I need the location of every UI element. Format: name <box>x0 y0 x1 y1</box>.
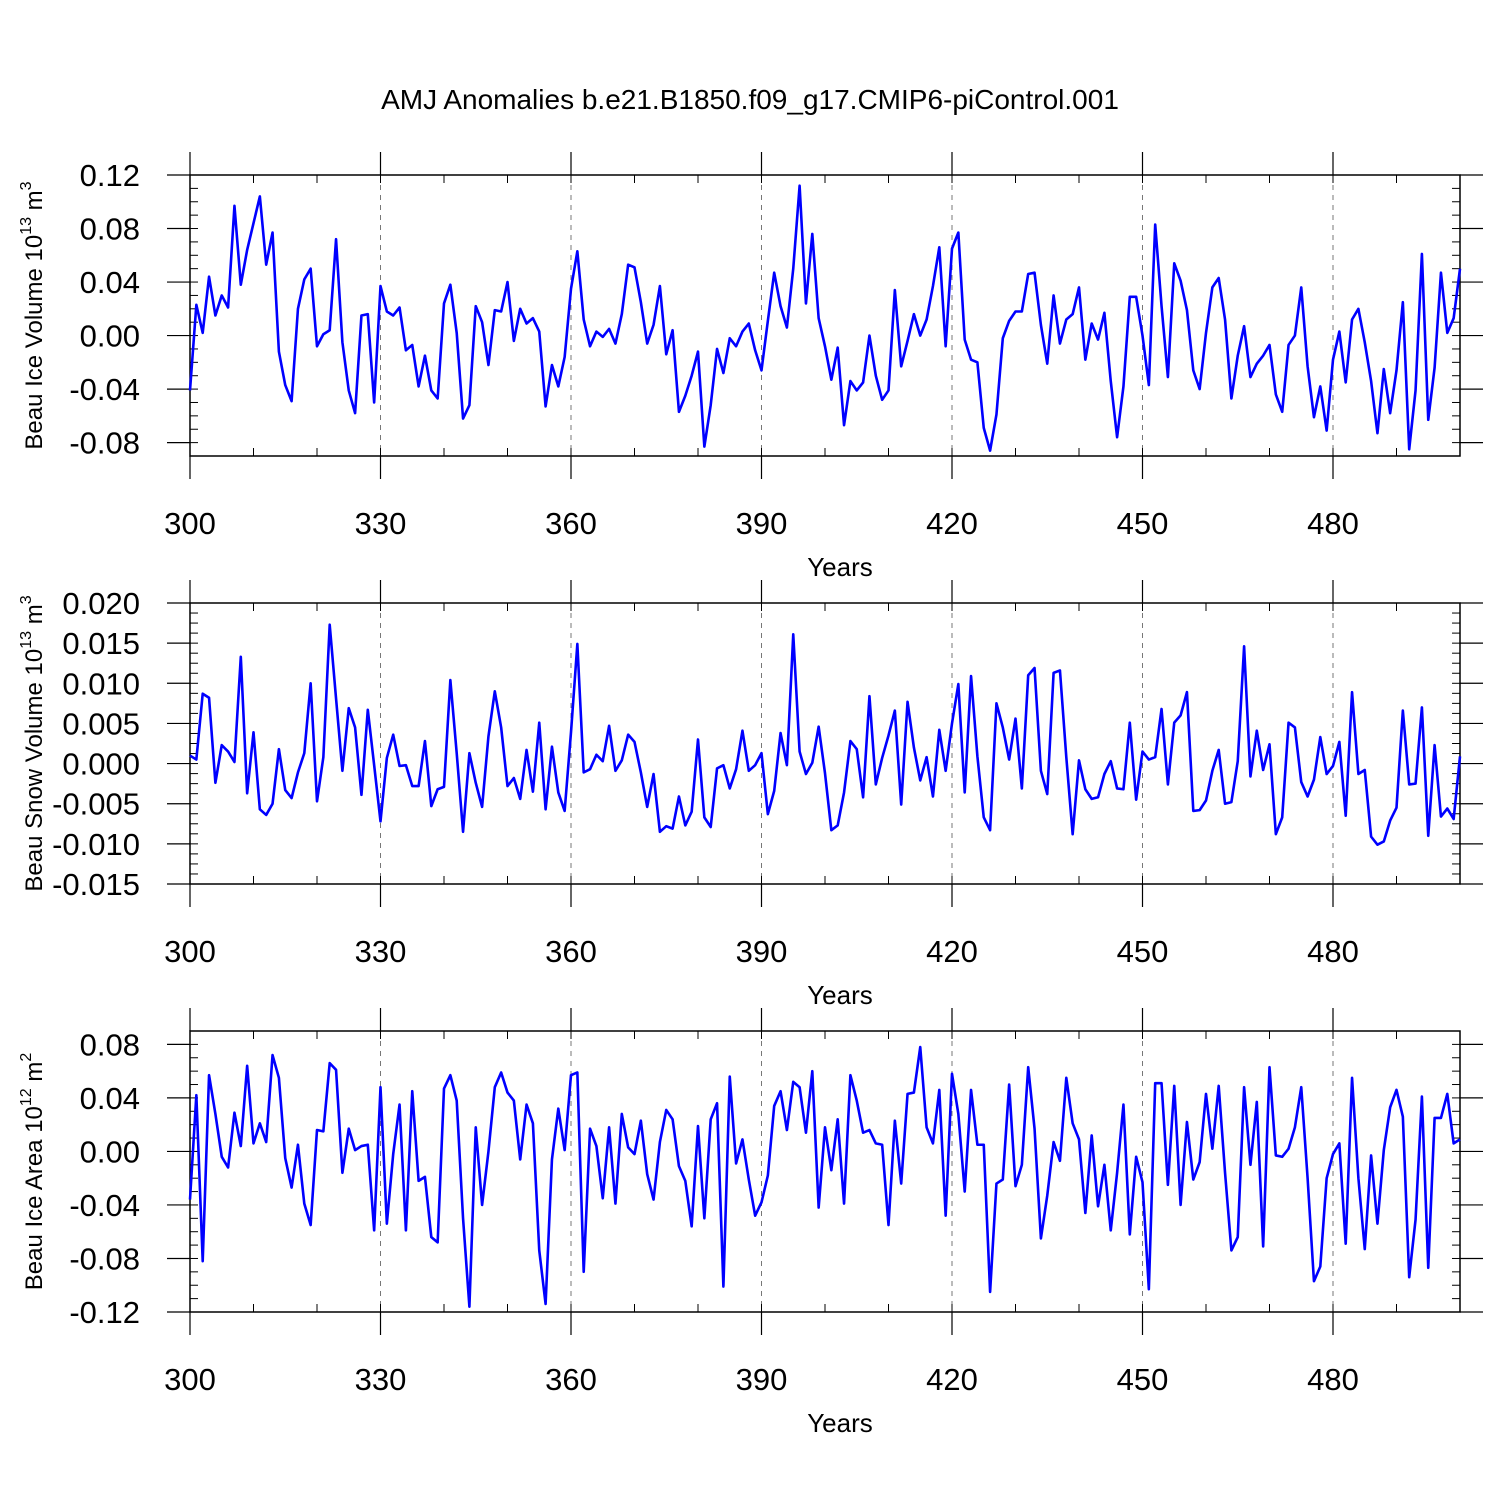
y-tick-label: -0.08 <box>69 426 140 461</box>
y-tick-label: 0.08 <box>80 1027 140 1062</box>
x-tick-label: 480 <box>1307 1362 1359 1397</box>
x-axis-label: Years <box>807 552 873 582</box>
y-axis-label: Beau Snow Volume 1013 m3 <box>18 595 48 891</box>
y-tick-label: 0.00 <box>80 1134 140 1169</box>
series-line <box>188 184 1462 452</box>
y-axis-label: Beau Ice Volume 1013 m3 <box>18 181 48 449</box>
plot-frame <box>189 174 1461 457</box>
series-line <box>189 623 1462 846</box>
x-axis-label: Years <box>807 1408 873 1438</box>
y-axis-label: Beau Ice Area 1012 m2 <box>18 1053 48 1291</box>
x-tick-label: 420 <box>926 506 978 541</box>
figure-title: AMJ Anomalies b.e21.B1850.f09_g17.CMIP6-… <box>381 84 1119 115</box>
x-tick-label: 420 <box>926 934 978 969</box>
y-tick-label: 0.010 <box>62 666 140 701</box>
y-tick-label: 0.020 <box>62 586 140 621</box>
x-tick-label: 420 <box>926 1362 978 1397</box>
x-tick-label: 390 <box>736 934 788 969</box>
x-tick-label: 330 <box>355 506 407 541</box>
y-tick-label: -0.015 <box>52 867 140 902</box>
y-tick-label: -0.04 <box>69 1188 140 1223</box>
plot-frame <box>189 1030 1461 1313</box>
y-tick-label: 0.12 <box>80 158 140 193</box>
y-tick-label: 0.08 <box>80 212 140 247</box>
x-tick-label: 390 <box>736 1362 788 1397</box>
y-tick-label: -0.08 <box>69 1241 140 1276</box>
x-tick-label: 360 <box>545 934 597 969</box>
y-tick-label: 0.00 <box>80 319 140 354</box>
y-tick-label: -0.005 <box>52 787 140 822</box>
y-tick-label: 0.04 <box>80 265 140 300</box>
panel-1: 300 330 360 390 420 450 480 0.12 0.08 0.04 0.00 -0.… <box>18 152 1483 582</box>
panel-2: 300 330 360 390 420 450 480 0.020 0.015 0.010 0.00… <box>18 580 1483 1010</box>
y-tick-label: 0.04 <box>80 1081 140 1116</box>
x-tick-label: 480 <box>1307 934 1359 969</box>
x-axis-label: Years <box>807 980 873 1010</box>
x-tick-label: 300 <box>164 506 216 541</box>
y-tick-label: 0.015 <box>62 626 140 661</box>
x-tick-label: 330 <box>355 934 407 969</box>
series-line <box>188 1045 1461 1308</box>
x-tick-label: 360 <box>545 506 597 541</box>
x-tick-label: 480 <box>1307 506 1359 541</box>
x-tick-label: 360 <box>545 1362 597 1397</box>
x-tick-label: 450 <box>1117 1362 1169 1397</box>
x-tick-label: 390 <box>736 506 788 541</box>
x-tick-label: 300 <box>164 934 216 969</box>
y-tick-label: 0.000 <box>62 747 140 782</box>
x-tick-label: 330 <box>355 1362 407 1397</box>
plot-frame <box>189 602 1461 885</box>
x-tick-label: 300 <box>164 1362 216 1397</box>
panel-3: 300 330 360 390 420 450 480 0.08 0.04 0.00 -0.04 -0… <box>18 1008 1483 1438</box>
y-tick-label: 0.005 <box>62 706 140 741</box>
x-tick-label: 450 <box>1117 934 1169 969</box>
y-tick-label: -0.010 <box>52 827 140 862</box>
y-tick-label: -0.04 <box>69 372 140 407</box>
x-tick-label: 450 <box>1117 506 1169 541</box>
y-tick-label: -0.12 <box>69 1295 140 1330</box>
